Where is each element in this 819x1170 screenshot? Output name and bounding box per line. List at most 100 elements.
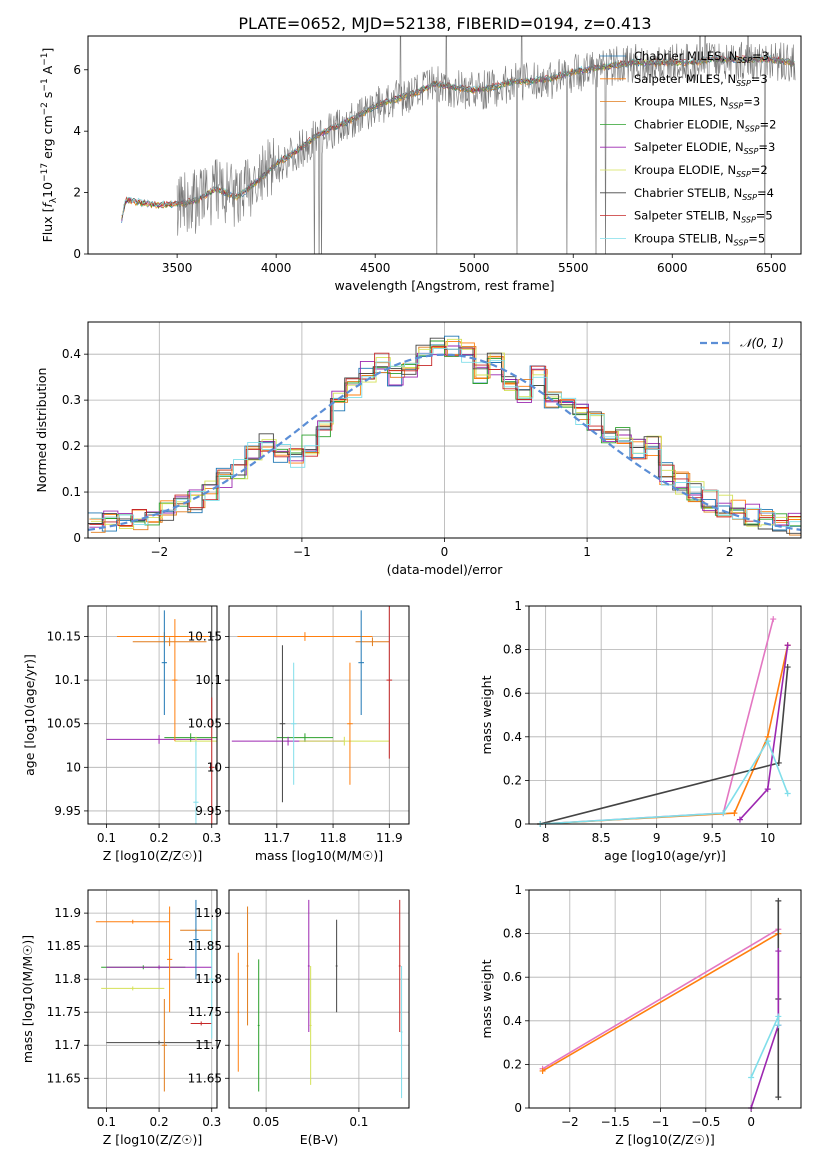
y-tick-label: 0 (73, 531, 81, 545)
legend-name: Chabrier MILES, N (634, 49, 737, 63)
legend-sub: SSP (744, 147, 759, 156)
residual-histogram (89, 340, 801, 527)
figure-title: PLATE=0652, MJD=52138, FIBERID=0194, z=0… (238, 14, 651, 33)
y-tick-label: 11.7 (54, 1038, 81, 1052)
weight-series-line (542, 928, 779, 1070)
x-tick-label: 0 (441, 545, 449, 559)
y-tick-label: 10.05 (188, 717, 222, 731)
x-tick-label: 0 (747, 1115, 755, 1129)
x-tick-label: 0.05 (253, 1115, 280, 1129)
y-tick-label: 9.95 (54, 804, 81, 818)
y-tick-label: 0.8 (503, 927, 522, 941)
y-axis-label: mass weight (479, 675, 494, 754)
axes-frame (528, 889, 802, 1109)
x-tick-label: 11.7 (263, 831, 290, 845)
legend-eq: =3 (758, 140, 775, 154)
y-label-part: erg cm (40, 115, 55, 163)
axes-frame (528, 605, 802, 825)
weight-point (748, 1074, 755, 1081)
weight-point (784, 664, 791, 671)
axes-frame (228, 605, 410, 825)
legend-label: Salpeter ELODIE, NSSP=3 (634, 140, 775, 156)
axes-frame (87, 321, 802, 539)
x-axis-label: age [log10(age/yr)] (604, 848, 726, 863)
legend-name: Salpeter MILES, N (634, 72, 736, 86)
legend-eq: =2 (751, 163, 768, 177)
axes-frame (228, 889, 410, 1109)
y-tick-label: 10 (66, 760, 81, 774)
x-tick-label: 0.1 (97, 1115, 116, 1129)
y-tick-label: 0.2 (503, 1057, 522, 1071)
y-tick-label: 10.1 (195, 673, 222, 687)
x-axis-label: Z [log10(Z/Z☉)] (615, 1132, 715, 1147)
y-label-part: −1 (40, 78, 50, 91)
x-axis-label: wavelength [Angstrom, rest frame] (334, 278, 554, 293)
weight-series-line (750, 951, 780, 1108)
y-tick-label: 0.1 (62, 485, 81, 499)
legend-eq: =4 (757, 186, 774, 200)
observed-spectrum-line (176, 36, 796, 254)
legend-sub: SSP (737, 56, 752, 65)
legend-sub: SSP (736, 79, 751, 88)
y-tick-label: 0.4 (62, 347, 81, 361)
weight-point (775, 1013, 782, 1020)
legend-name: Kroupa STELIB, N (634, 231, 734, 245)
x-tick-label: 9.5 (703, 831, 722, 845)
axes-mass_vs_Z: 0.1 0.2 0.3 11.65 11.7 11.75 11.8 11.85 11.9 Z [l… (20, 889, 221, 1147)
y-tick-label: 11.75 (188, 1005, 222, 1019)
weight-point (775, 897, 782, 904)
residual-histogram (90, 347, 801, 527)
legend-name: Kroupa ELODIE, N (634, 163, 736, 177)
y-tick-label: 2 (73, 186, 81, 200)
weight-point (775, 948, 782, 955)
y-tick-label: 11.65 (188, 1071, 222, 1085)
x-tick-label: 3500 (162, 261, 193, 275)
legend-name: Salpeter STELIB, N (634, 209, 741, 223)
residual-histogram (90, 338, 801, 529)
weight-point (731, 810, 738, 817)
y-tick-label: 0.6 (503, 970, 522, 984)
x-tick-label: 11.8 (320, 831, 347, 845)
weight-series-line (540, 739, 789, 824)
y-axis-label: Normed distribution (34, 368, 49, 493)
y-label-part: f (40, 202, 55, 208)
legend-sub: SSP (741, 216, 756, 225)
legend-eq: =5 (748, 231, 765, 245)
axes-age_vs_Z: 0.1 0.2 0.3 9.95 10 10.05 10.1 10.15 Z [log10(Z/… (22, 605, 221, 863)
legend-name: Chabrier ELODIE, N (634, 117, 745, 131)
x-tick-label: 0.2 (150, 831, 169, 845)
y-tick-label: 0.6 (503, 686, 522, 700)
legend-label: Salpeter MILES, NSSP=3 (634, 72, 768, 88)
x-tick-label: 0.3 (202, 1115, 221, 1129)
legend-name: Salpeter ELODIE, N (634, 140, 744, 154)
legend-eq: =3 (751, 72, 768, 86)
x-axis-label: mass [log10(M/M☉)] (255, 848, 383, 863)
plots-layer: 3500 4000 4500 5000 5500 6000 6500 0 2 4 6 waveleng… (20, 35, 802, 1147)
y-label-part: 10 (40, 182, 55, 198)
y-label-part: −1 (40, 52, 50, 65)
weight-series-line (739, 645, 789, 821)
normal-curve (88, 353, 801, 531)
axes-frame (87, 605, 218, 825)
y-tick-label: 11.85 (47, 939, 81, 953)
legend-sub: SSP (729, 102, 744, 111)
x-tick-label: 0.1 (349, 1115, 368, 1129)
y-label-part: −2 (40, 102, 50, 115)
x-tick-label: −1 (293, 545, 311, 559)
y-tick-label: 10.15 (47, 630, 81, 644)
y-axis-label: mass [log10(M/M☉)] (20, 935, 35, 1063)
weight-series-line (540, 645, 789, 824)
y-axis-label: age [log10(age/yr)] (22, 654, 37, 776)
y-tick-label: 0.8 (503, 643, 522, 657)
legend-label: Salpeter STELIB, NSSP=5 (634, 209, 773, 225)
x-tick-label: −0.5 (691, 1115, 720, 1129)
y-axis-label: mass weight (479, 959, 494, 1038)
legend-label: Kroupa MILES, NSSP=3 (634, 95, 760, 111)
weight-point (764, 738, 771, 745)
y-tick-label: 0.4 (503, 730, 522, 744)
weight-point (720, 810, 727, 817)
residual-histogram (89, 346, 801, 526)
weight-point (736, 816, 743, 823)
y-tick-label: 11.65 (47, 1071, 81, 1085)
